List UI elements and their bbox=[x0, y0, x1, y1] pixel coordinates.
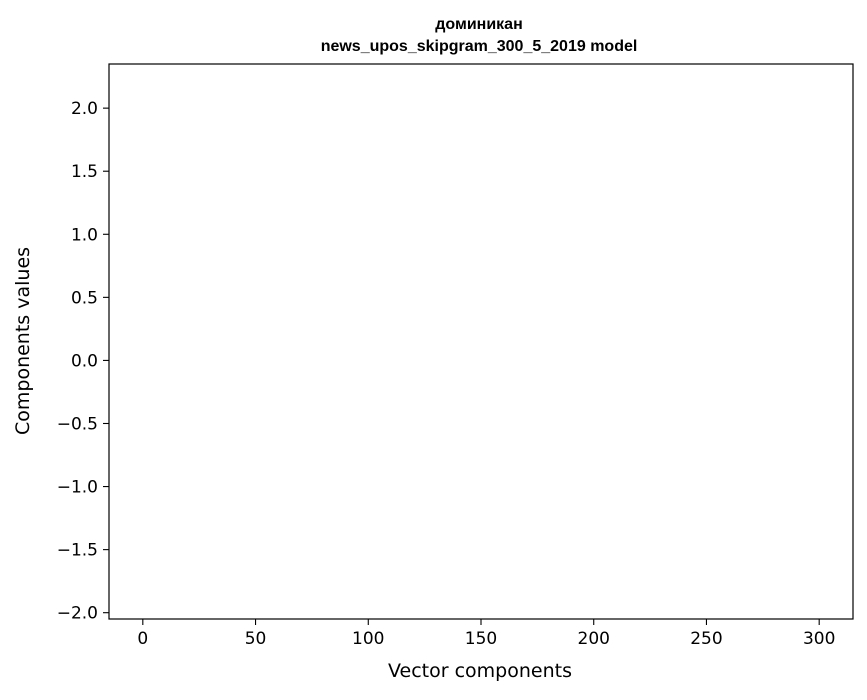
plot-frame bbox=[108, 63, 854, 620]
axes: 0 50 100 150 200 250 300 −2.0 −1.5 −1.0 −0.5 0.0 0.5… bbox=[57, 63, 854, 649]
y-tick-label: −2.0 bbox=[57, 604, 98, 624]
chart-title-line-1: доминикан bbox=[435, 16, 522, 33]
y-tick-label: −1.0 bbox=[57, 478, 98, 498]
x-tick-label: 200 bbox=[578, 629, 610, 649]
y-tick-label: −1.5 bbox=[57, 541, 98, 561]
x-tick-label: 0 bbox=[137, 629, 148, 649]
y-tick-label: 1.5 bbox=[71, 162, 98, 182]
x-tick-label: 300 bbox=[803, 629, 835, 649]
x-tick-label: 50 bbox=[245, 629, 267, 649]
y-tick-label: 0.0 bbox=[71, 351, 98, 371]
y-axis-label: Components values bbox=[12, 247, 34, 435]
chart-title-line-2: news_upos_skipgram_300_5_2019 model bbox=[321, 38, 638, 55]
y-tick-label: −0.5 bbox=[57, 414, 98, 434]
x-tick-label: 250 bbox=[690, 629, 722, 649]
x-tick-label: 100 bbox=[352, 629, 384, 649]
y-tick-label: 1.0 bbox=[71, 225, 98, 245]
y-tick-label: 0.5 bbox=[71, 288, 98, 308]
y-tick-label: 2.0 bbox=[71, 99, 98, 119]
x-axis-label: Vector components bbox=[388, 660, 572, 682]
x-tick-label: 150 bbox=[465, 629, 497, 649]
